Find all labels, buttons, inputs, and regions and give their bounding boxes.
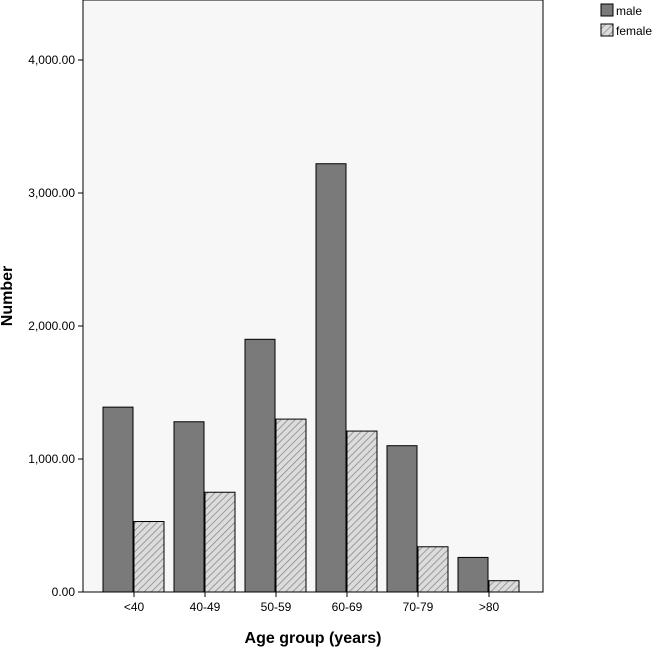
bar-male-5 (457, 556, 489, 593)
y-tick-label: 1,000.00 (28, 452, 75, 466)
y-axis-title: Number (0, 266, 16, 326)
bars (102, 163, 520, 593)
bar-male-4 (386, 445, 418, 593)
legend-label-male: male (616, 4, 642, 18)
y-tick-label: 3,000.00 (28, 186, 75, 200)
y-axis: 0.00 1,000.00 2,000.00 3,000.00 4,000.00 (28, 53, 83, 599)
bar-female-2 (275, 418, 307, 593)
x-tick-label: 70-79 (403, 600, 434, 614)
legend-label-female: female (616, 24, 652, 38)
x-tick-label: 60-69 (332, 600, 363, 614)
bar-male-0 (102, 406, 134, 593)
x-tick-label: 40-49 (190, 600, 221, 614)
bar-female-1 (204, 491, 236, 593)
y-tick-label: 0.00 (52, 585, 76, 599)
y-tick-label: 2,000.00 (28, 319, 75, 333)
x-axis-title: Age group (years) (245, 630, 382, 647)
legend: male female (600, 3, 652, 38)
x-tick-label: >80 (479, 600, 500, 614)
bar-female-5 (488, 580, 520, 593)
bar-male-2 (244, 338, 276, 593)
legend-swatch-male (600, 3, 614, 17)
x-axis: <40 40-49 50-59 60-69 70-79 >80 (124, 592, 500, 614)
bar-male-3 (315, 163, 347, 593)
bar-female-4 (417, 546, 449, 593)
bar-female-0 (133, 521, 165, 593)
legend-swatch-female (600, 23, 614, 37)
bar-female-3 (346, 430, 378, 593)
x-tick-label: <40 (124, 600, 145, 614)
y-tick-label: 4,000.00 (28, 53, 75, 67)
x-tick-label: 50-59 (261, 600, 292, 614)
plot-area (82, 0, 544, 593)
bar-male-1 (173, 421, 205, 593)
